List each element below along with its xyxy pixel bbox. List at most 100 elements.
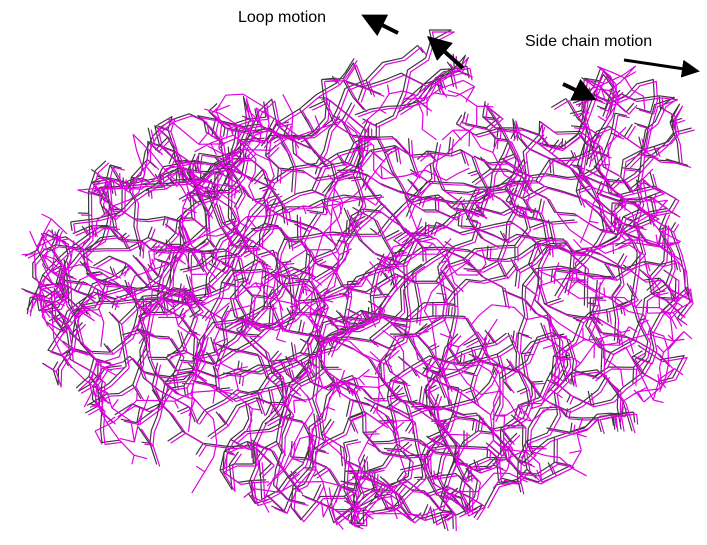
magenta-segment <box>29 262 142 355</box>
magenta-extra-segment <box>436 292 453 405</box>
magenta-segment <box>254 118 344 249</box>
magenta-extra-segment <box>557 214 661 292</box>
magenta-extra-segment <box>563 283 688 380</box>
magenta-segment <box>355 208 423 326</box>
magenta-extra-segment <box>441 129 530 219</box>
magenta-extra-segment <box>597 66 646 122</box>
side-chain-motion-label: Side chain motion <box>525 33 653 50</box>
gray-segment <box>369 249 507 346</box>
magenta-segment <box>346 209 540 266</box>
magenta-segment <box>354 461 486 521</box>
gray-segment <box>121 113 243 208</box>
gray-segment <box>342 54 471 111</box>
magenta-segment <box>45 261 80 388</box>
magenta-extra-segment <box>308 150 395 329</box>
magenta-extra-segment <box>492 320 561 489</box>
gray-segment <box>122 329 182 389</box>
gray-segment <box>174 193 280 295</box>
magenta-extra-segment <box>207 94 300 157</box>
magenta-segment <box>636 271 680 365</box>
magenta-extra-segment <box>361 84 437 141</box>
magenta-segment <box>588 105 686 196</box>
magenta-segment <box>634 346 688 385</box>
gray-segment <box>482 85 589 148</box>
magenta-segment <box>158 118 250 195</box>
gray-segment <box>457 214 585 294</box>
gray-segment <box>151 362 272 476</box>
magenta-segment <box>35 162 110 334</box>
magenta-segment <box>426 374 481 517</box>
gray-segment <box>155 116 247 193</box>
gray-segment <box>436 329 507 399</box>
gray-segment <box>335 302 512 392</box>
magenta-segment <box>372 251 510 348</box>
magenta-segment <box>225 402 270 500</box>
magenta-segment <box>464 113 527 208</box>
gray-segment <box>24 232 122 298</box>
magenta-extra-segment <box>29 229 106 347</box>
magenta-segment <box>553 206 647 284</box>
magenta-segment <box>642 225 686 319</box>
magenta-extra-segment <box>244 188 344 332</box>
magenta-extra-segment <box>573 202 680 254</box>
structure-gray <box>21 29 692 530</box>
magenta-extra-segment <box>292 170 350 313</box>
magenta-extra-segment <box>483 318 512 452</box>
gray-segment <box>196 127 295 193</box>
magenta-segment <box>248 196 385 286</box>
magenta-segment <box>456 417 558 483</box>
structure-magenta <box>21 31 695 532</box>
magenta-segment <box>427 387 481 513</box>
magenta-segment <box>588 214 679 369</box>
magenta-segment <box>198 354 314 425</box>
magenta-segment <box>495 334 578 423</box>
magenta-segment <box>157 127 227 197</box>
magenta-extra-segment <box>167 107 263 162</box>
magenta-segment <box>433 222 589 308</box>
magenta-segment <box>435 144 532 262</box>
gray-segment <box>195 352 311 423</box>
magenta-extra-segment <box>539 262 678 330</box>
magenta-segment <box>263 46 427 149</box>
magenta-extra-segment <box>261 280 393 375</box>
loop-motion-label: Loop motion <box>238 9 327 26</box>
magenta-segment <box>575 95 679 170</box>
magenta-segment <box>474 158 621 235</box>
magenta-segment <box>519 267 615 354</box>
magenta-segment <box>596 167 694 326</box>
magenta-extra-segment <box>255 107 364 147</box>
gray-segment <box>526 406 636 448</box>
magenta-segment <box>443 271 477 367</box>
magenta-segment <box>458 116 593 188</box>
magenta-segment <box>272 129 354 216</box>
magenta-extra-segment <box>203 194 383 247</box>
magenta-segment <box>460 216 588 296</box>
gray-segment <box>120 288 273 424</box>
magenta-segment <box>65 342 102 394</box>
magenta-segment <box>596 80 658 115</box>
magenta-extra-segment <box>42 240 122 319</box>
gray-segment <box>209 266 315 336</box>
magenta-extra-segment <box>529 277 668 349</box>
magenta-extra-segment <box>115 220 237 301</box>
gray-segment <box>539 73 614 150</box>
magenta-extra-segment <box>529 328 631 410</box>
magenta-extra-segment <box>148 247 208 319</box>
magenta-segment <box>479 200 624 347</box>
magenta-segment <box>542 75 617 152</box>
magenta-segment <box>463 332 518 407</box>
magenta-extra-segment <box>212 256 274 392</box>
magenta-segment <box>485 87 592 150</box>
magenta-segment <box>297 121 372 300</box>
magenta-segment <box>212 268 318 338</box>
magenta-extra-segment <box>308 368 370 518</box>
gray-segment <box>32 160 107 332</box>
magenta-segment <box>312 64 432 158</box>
magenta-segment <box>373 439 491 483</box>
magenta-segment <box>585 249 628 343</box>
magenta-extra-segment <box>41 297 150 443</box>
magenta-segment <box>154 364 275 478</box>
magenta-segment <box>50 312 106 416</box>
